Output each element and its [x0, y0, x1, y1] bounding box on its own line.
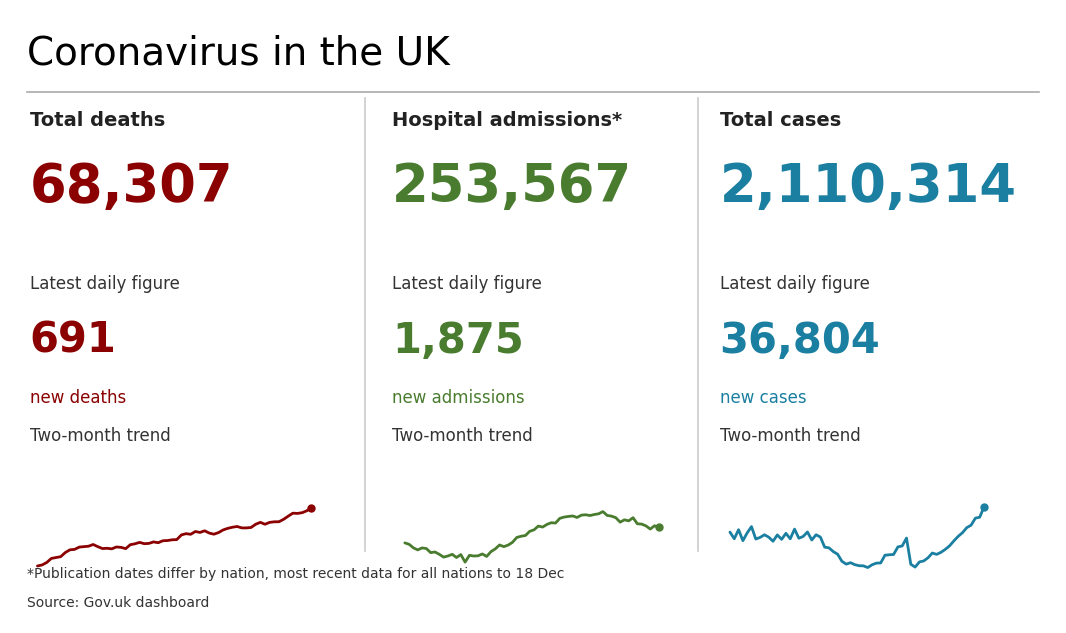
Text: Two-month trend: Two-month trend: [720, 427, 860, 445]
Text: Total deaths: Total deaths: [30, 111, 165, 130]
Text: Latest daily figure: Latest daily figure: [720, 275, 870, 293]
Text: 2,110,314: 2,110,314: [720, 161, 1017, 213]
Text: Two-month trend: Two-month trend: [392, 427, 533, 445]
Text: Latest daily figure: Latest daily figure: [392, 275, 543, 293]
Text: new admissions: new admissions: [392, 389, 524, 407]
Text: Hospital admissions*: Hospital admissions*: [392, 111, 623, 130]
Text: *Publication dates differ by nation, most recent data for all nations to 18 Dec: *Publication dates differ by nation, mos…: [27, 567, 564, 580]
Text: 691: 691: [30, 320, 116, 361]
Text: Latest daily figure: Latest daily figure: [30, 275, 180, 293]
Text: new deaths: new deaths: [30, 389, 126, 407]
Text: 68,307: 68,307: [30, 161, 233, 213]
Text: new cases: new cases: [720, 389, 806, 407]
Text: Source: Gov.uk dashboard: Source: Gov.uk dashboard: [27, 596, 209, 610]
Text: Total cases: Total cases: [720, 111, 841, 130]
Text: BBC: BBC: [950, 586, 995, 605]
Text: Coronavirus in the UK: Coronavirus in the UK: [27, 35, 450, 73]
Text: 36,804: 36,804: [720, 320, 881, 361]
Text: 253,567: 253,567: [392, 161, 632, 213]
Text: 1,875: 1,875: [392, 320, 524, 361]
Text: N E W S: N E W S: [950, 610, 995, 620]
Text: Two-month trend: Two-month trend: [30, 427, 171, 445]
